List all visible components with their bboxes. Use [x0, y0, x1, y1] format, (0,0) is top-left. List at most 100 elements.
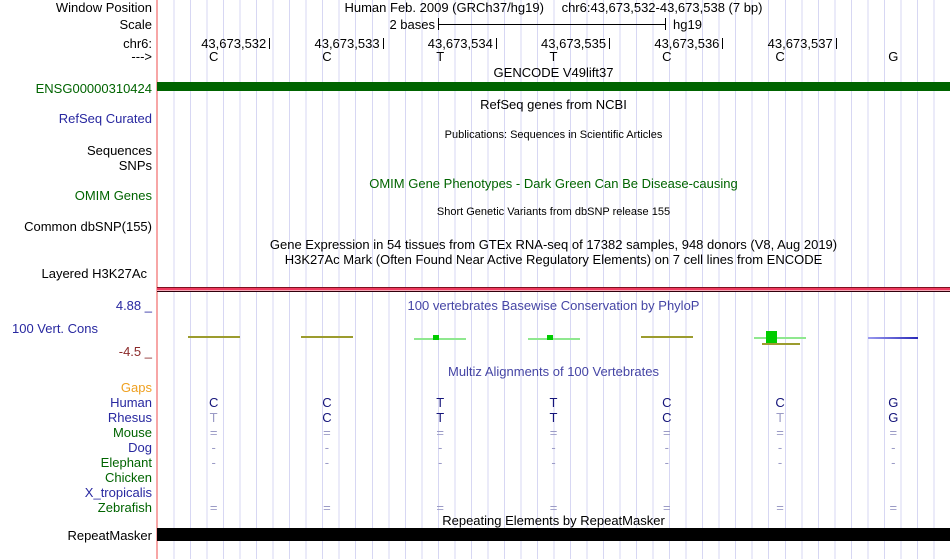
publications-label-snps[interactable]: SNPs — [118, 158, 152, 173]
phylop-mark — [187, 336, 240, 338]
alignment-base: - — [551, 455, 556, 470]
track-title-phylop[interactable]: 100 vertebrates Basewise Conservation by… — [407, 298, 700, 313]
alignment-base: T — [549, 395, 558, 410]
alignment-base: - — [438, 455, 443, 470]
track-title-repeatmasker[interactable]: Repeating Elements by RepeatMasker — [442, 513, 665, 528]
alignment-base: = — [436, 425, 444, 440]
alignment-base: = — [776, 425, 784, 440]
ruler-number: 43,673,537 — [767, 36, 833, 51]
alignment-base: G — [888, 410, 899, 425]
ruler-tick-mark — [382, 38, 384, 49]
sequence-base: T — [549, 49, 558, 64]
alignment-base: = — [776, 500, 784, 515]
alignment-row-label-x_tropicalis[interactable]: X_tropicalis — [84, 485, 152, 500]
phylop-mark — [300, 336, 353, 338]
ruler-tick-mark — [495, 38, 497, 49]
header-position-line: Human Feb. 2009 (GRCh37/hg19) chr6:43,67… — [157, 1, 950, 14]
vert-cons-label[interactable]: 100 Vert. Cons — [12, 321, 98, 336]
alignment-base: - — [324, 455, 330, 470]
alignment-base: G — [888, 395, 899, 410]
alignment-base: - — [664, 440, 669, 455]
alignment-base: T — [209, 410, 218, 425]
layered-h3k27ac-label[interactable]: Layered H3K27Ac — [41, 266, 147, 281]
track-title-gencode[interactable]: GENCODE V49lift37 — [493, 65, 614, 80]
phylop-max-value: 4.88 _ — [115, 298, 152, 313]
gencode-gene-bar[interactable] — [157, 82, 950, 91]
sequence-base: C — [662, 49, 672, 64]
alignment-base: - — [438, 440, 443, 455]
alignment-row-label-zebrafish[interactable]: Zebrafish — [97, 500, 152, 515]
phylop-mark — [414, 338, 467, 340]
ruler-tick-mark — [609, 38, 611, 49]
alignment-base: - — [777, 455, 783, 470]
alignment-row-label-mouse[interactable]: Mouse — [112, 425, 152, 440]
scale-bar — [438, 24, 665, 25]
sequence-base: G — [888, 49, 899, 64]
omim-genes-label[interactable]: OMIM Genes — [74, 188, 152, 203]
alignment-base: = — [549, 425, 558, 440]
scale-bar-right-tick — [665, 18, 666, 30]
alignment-base: C — [322, 395, 332, 410]
alignment-base: T — [549, 410, 558, 425]
alignment-base: - — [551, 440, 556, 455]
track-title-gtex[interactable]: Gene Expression in 54 tissues from GTEx … — [269, 237, 838, 252]
base-position-guidelines — [157, 0, 950, 559]
track-title-h3k27ac[interactable]: H3K27Ac Mark (Often Found Near Active Re… — [284, 252, 823, 267]
alignment-base: C — [322, 410, 332, 425]
alignment-row-label-human[interactable]: Human — [110, 395, 152, 410]
left-window-guideline — [156, 0, 158, 559]
window-position-label: Window Position — [55, 0, 152, 15]
alignment-base: - — [891, 455, 896, 470]
alignment-base: = — [209, 425, 218, 440]
alignment-row-label-elephant[interactable]: Elephant — [100, 455, 152, 470]
ruler-tick-mark — [835, 38, 837, 49]
gencode-gene-label[interactable]: ENSG00000310424 — [35, 81, 152, 96]
alignment-base: - — [891, 440, 896, 455]
ruler-number: 43,673,532 — [201, 36, 267, 51]
phylop-mark — [868, 337, 919, 339]
scale-bar-left-tick — [438, 18, 439, 30]
alignment-base: - — [211, 440, 216, 455]
scale-value: 2 bases — [389, 17, 435, 32]
track-title-omim[interactable]: OMIM Gene Phenotypes - Dark Green Can Be… — [369, 176, 738, 191]
alignment-base: = — [436, 500, 444, 515]
assembly-name: Human Feb. 2009 (GRCh37/hg19) — [344, 0, 544, 15]
phylop-min-value: -4.5 _ — [118, 344, 152, 359]
alignment-row-label-gaps[interactable]: Gaps — [120, 380, 152, 395]
alignment-base: T — [436, 410, 445, 425]
chrom-label: chr6: — [123, 36, 152, 51]
alignment-row-label-dog[interactable]: Dog — [128, 440, 152, 455]
alignment-base: C — [775, 395, 785, 410]
track-title-dbsnp[interactable]: Short Genetic Variants from dbSNP releas… — [436, 206, 671, 218]
repeatmasker-label[interactable]: RepeatMasker — [67, 528, 152, 543]
phylop-mark — [640, 336, 693, 338]
alignment-base: = — [662, 500, 671, 515]
alignment-row-label-rhesus[interactable]: Rhesus — [107, 410, 152, 425]
alignment-base: C — [662, 395, 672, 410]
scale-genome: hg19 — [673, 17, 702, 32]
sequence-base: T — [436, 49, 445, 64]
sequence-base: C — [775, 49, 785, 64]
ruler-number: 43,673,536 — [654, 36, 720, 51]
common-dbsnp-label[interactable]: Common dbSNP(155) — [24, 219, 152, 234]
ruler-tick-mark — [269, 38, 271, 49]
track-title-publications[interactable]: Publications: Sequences in Scientific Ar… — [444, 129, 663, 141]
repeatmasker-element-bar[interactable] — [157, 528, 950, 541]
alignment-base: = — [889, 500, 898, 515]
refseq-curated-label[interactable]: RefSeq Curated — [58, 111, 152, 126]
ruler-tick-mark — [722, 38, 724, 49]
ruler-number: 43,673,534 — [427, 36, 493, 51]
alignment-base: C — [662, 410, 672, 425]
alignment-base: = — [662, 425, 671, 440]
alignment-base: T — [436, 395, 445, 410]
alignment-base: - — [211, 455, 216, 470]
ruler-number: 43,673,535 — [541, 36, 607, 51]
phylop-mark — [762, 343, 801, 345]
alignment-base: T — [776, 410, 785, 425]
publications-label-sequences[interactable]: Sequences — [86, 143, 152, 158]
track-title-refseq[interactable]: RefSeq genes from NCBI — [480, 97, 627, 112]
alignment-row-label-chicken[interactable]: Chicken — [105, 470, 152, 485]
position-range: chr6:43,673,532-43,673,538 (7 bp) — [561, 0, 763, 15]
track-title-multiz[interactable]: Multiz Alignments of 100 Vertebrates — [447, 364, 659, 379]
